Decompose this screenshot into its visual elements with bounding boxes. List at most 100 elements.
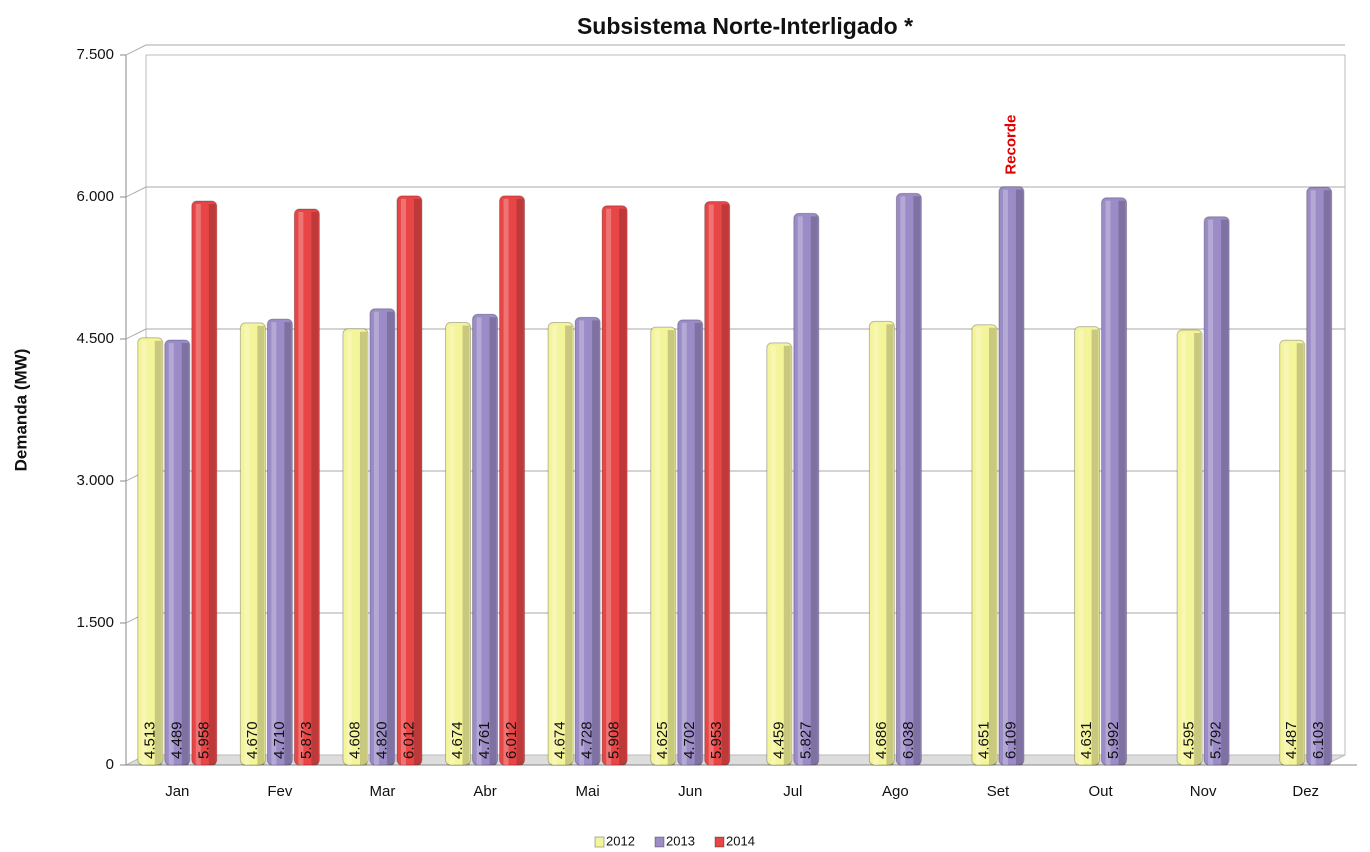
value-label: 6.012 (400, 721, 417, 759)
bar (1203, 216, 1230, 766)
bar-shade (619, 208, 627, 765)
legend-label: 2013 (666, 833, 695, 848)
value-label: 4.702 (681, 721, 698, 759)
bar-shade (1323, 190, 1331, 765)
bar-shade (257, 325, 265, 765)
x-tick-label: Out (1088, 783, 1113, 800)
bar-shade (1118, 200, 1126, 766)
bar-shade (386, 311, 394, 765)
value-label: 4.710 (271, 721, 288, 759)
legend-swatch (654, 836, 665, 848)
value-label: 4.761 (476, 721, 493, 759)
bar-shine (1208, 219, 1214, 765)
value-label: 5.908 (606, 721, 623, 759)
bar (574, 316, 601, 766)
bar-shine (244, 325, 250, 765)
grid-line (125, 44, 147, 56)
y-axis-label: Demanda (MW) (11, 349, 30, 472)
bar (650, 326, 677, 766)
bar (137, 337, 164, 766)
bar-shine (797, 216, 803, 766)
bar-shine (271, 322, 277, 765)
bar (704, 200, 731, 766)
grid-line (125, 328, 147, 340)
value-label: 6.109 (1002, 721, 1019, 759)
x-tick-label: Dez (1292, 783, 1319, 800)
bar (1101, 197, 1128, 766)
x-tick-label: Set (987, 783, 1010, 800)
bar-shine (681, 322, 687, 765)
value-label: 5.792 (1208, 721, 1225, 759)
bar-shine (195, 203, 201, 765)
bar-shine (168, 343, 174, 765)
bar (445, 322, 472, 766)
bar-shine (606, 208, 612, 765)
bar (547, 322, 574, 766)
y-tick-label: 7.500 (76, 46, 114, 63)
value-label: 4.728 (579, 721, 596, 759)
x-tick-label: Abr (473, 783, 496, 800)
legend-swatch (594, 836, 605, 848)
y-tick-label: 1.500 (76, 614, 114, 631)
bar-shade (913, 196, 921, 766)
value-label: 4.489 (168, 721, 185, 759)
y-tick-label: 3.000 (76, 472, 114, 489)
bar-shade (694, 322, 702, 765)
value-label: 4.651 (975, 721, 992, 759)
bar-shade (284, 322, 292, 765)
bar-shine (900, 196, 906, 766)
bar-shine (346, 331, 352, 765)
legend-label: 2012 (606, 833, 635, 848)
x-tick-label: Mai (576, 783, 600, 800)
bar (266, 318, 293, 766)
bar-shade (413, 198, 421, 765)
bar-shine (873, 324, 879, 765)
value-label: 4.595 (1181, 721, 1198, 759)
value-label: 4.674 (552, 721, 569, 759)
bar-shine (1310, 190, 1316, 765)
bar-shine (579, 320, 585, 765)
bar (1074, 326, 1101, 766)
value-label: 4.487 (1283, 721, 1300, 759)
bar-shade (516, 198, 524, 765)
bar-shine (1002, 189, 1008, 765)
annotation: Recorde (1002, 115, 1019, 175)
bar (677, 319, 704, 766)
bar-shine (1105, 200, 1111, 766)
bar-shade (1015, 189, 1023, 765)
value-label: 5.992 (1105, 721, 1122, 759)
value-label: 5.873 (298, 721, 315, 759)
legend-label: 2014 (726, 833, 755, 848)
bar (971, 324, 998, 766)
x-tick-label: Jun (678, 783, 702, 800)
value-label: 5.953 (708, 721, 725, 759)
y-tick-label: 6.000 (76, 188, 114, 205)
bar-shine (298, 212, 304, 766)
value-label: 5.958 (195, 721, 212, 759)
bar (342, 328, 369, 766)
bar-shine (476, 317, 482, 765)
bar-shade (462, 325, 470, 765)
bar-shine (770, 345, 776, 765)
bar (499, 195, 526, 766)
value-label: 4.608 (346, 721, 363, 759)
bar-shade (1091, 329, 1099, 765)
bar-shade (988, 327, 996, 765)
bar-shine (975, 327, 981, 765)
bar (601, 205, 628, 766)
chart-title: Subsistema Norte-Interligado * (577, 13, 913, 39)
bar-shade (489, 317, 497, 765)
bar-shine (654, 330, 660, 765)
bar (868, 320, 895, 766)
bar (766, 342, 793, 766)
bar (164, 339, 191, 766)
value-label: 4.625 (654, 721, 671, 759)
bar-shade (359, 331, 367, 765)
bar-shade (721, 204, 729, 765)
y-tick-label: 4.500 (76, 330, 114, 347)
bar (1306, 186, 1333, 766)
x-tick-label: Ago (882, 783, 909, 800)
bar-shine (400, 198, 406, 765)
bar (1279, 339, 1306, 766)
